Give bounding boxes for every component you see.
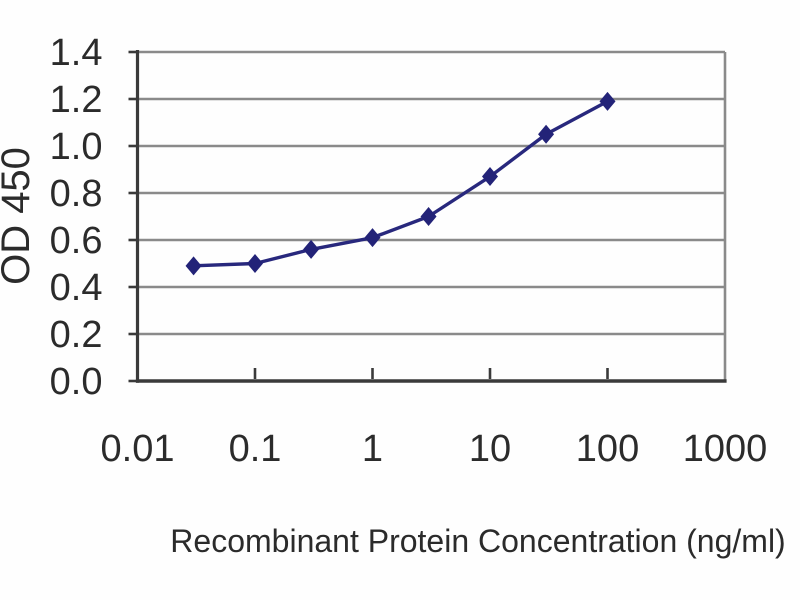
x-tick-label: 1000 [683, 428, 768, 470]
y-axis-title: OD 450 [0, 147, 38, 285]
y-tick-label: 1.0 [50, 126, 103, 168]
x-tick-label: 10 [469, 428, 511, 470]
data-point-marker [364, 228, 381, 248]
data-series [185, 91, 616, 276]
series-line [191, 99, 610, 268]
data-point-marker [538, 124, 555, 144]
data-point-marker [303, 239, 320, 259]
y-tick-label: 1.4 [50, 32, 103, 74]
y-tick-label: 0.6 [50, 220, 103, 262]
data-point-marker [482, 167, 498, 187]
x-tick-label: 0.1 [229, 428, 282, 470]
data-point-marker [247, 254, 263, 273]
gridlines [137, 50, 725, 336]
y-tick-label: 0.8 [50, 173, 103, 215]
x-tick-label: 1 [362, 428, 383, 470]
x-tick-label: 100 [576, 428, 639, 470]
y-tick-label: 0.2 [50, 314, 103, 356]
y-tick-label: 1.2 [50, 79, 103, 121]
x-tick-label: 0.01 [101, 428, 175, 470]
axes [135, 50, 727, 383]
x-axis-ticks: 0.01 0.1 1 10 100 1000 [101, 368, 768, 470]
y-tick-label: 0.4 [50, 267, 103, 309]
y-axis-ticks: 0.0 0.2 0.4 0.6 0.8 1.0 1.2 1.4 [50, 32, 137, 403]
data-point-marker [420, 207, 437, 226]
data-point-marker [185, 256, 202, 276]
data-point-marker [599, 91, 616, 111]
y-tick-label: 0.0 [50, 361, 103, 403]
x-axis-title: Recombinant Protein Concentration (ng/ml… [170, 523, 785, 559]
